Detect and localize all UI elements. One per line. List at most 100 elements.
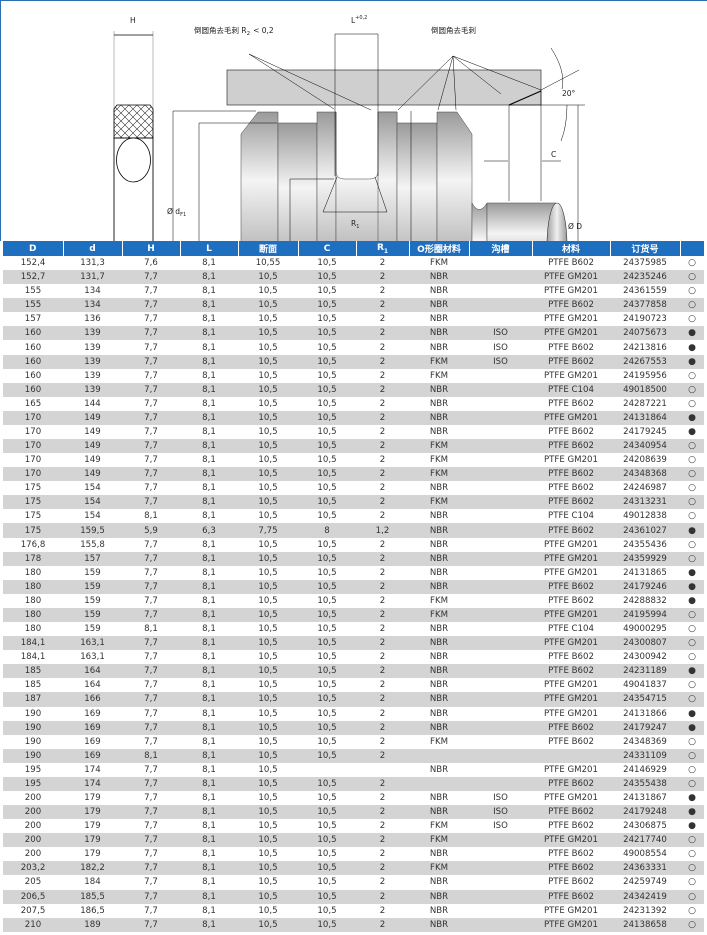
cell-oring-material: NBR [409, 664, 469, 679]
seal-ring-section [113, 31, 154, 309]
cell-l: 8,1 [180, 664, 238, 679]
cell-l: 8,1 [202, 680, 216, 691]
cell-section: 10,5 [258, 511, 278, 522]
cell-l: 8,1 [180, 720, 238, 735]
cell-d-inner: 154 [84, 483, 101, 494]
cell-material: PTFE GM201 [543, 905, 598, 916]
table-row: 185 164 7,7 8,1 10,5 10,5 2 NBR PTFE GM201 490418… [3, 678, 704, 692]
cell-order-number: 24300942 [623, 652, 667, 663]
cell-c: 10,5 [317, 258, 337, 269]
cell-r1 [356, 763, 409, 777]
cell-h: 7,7 [144, 483, 158, 494]
cell-oring-material: FKM [409, 607, 469, 623]
cell-l: 8,1 [180, 692, 238, 707]
cell-oring-material: FKM [409, 833, 469, 848]
cell-section: 10,5 [258, 539, 278, 550]
cell-l: 8,1 [202, 370, 216, 381]
cell-section: 10,5 [258, 342, 278, 353]
cell-d-inner: 182,2 [63, 861, 122, 876]
cell-h: 7,7 [144, 314, 158, 325]
filled-dot-icon: ● [688, 708, 696, 719]
cell-c: 10,5 [298, 410, 356, 425]
table-row: 200 179 7,7 8,1 10,5 10,5 2 NBR PTFE B602 4900855… [3, 847, 704, 861]
cell-groove [469, 425, 532, 439]
table-row: 190 169 8,1 8,1 10,5 10,5 2 24331109 ○ [3, 748, 704, 763]
cell-groove [469, 776, 532, 791]
cell-c: 10,5 [298, 889, 356, 904]
cell-order-number: 24259749 [623, 877, 667, 888]
cell-l: 8,1 [180, 298, 238, 313]
table-row: 160 139 7,7 8,1 10,5 10,5 2 FKM PTFE GM201 241959… [3, 369, 704, 383]
cell-l: 8,1 [180, 354, 238, 369]
cell-oring-material: NBR [429, 764, 449, 775]
cell-d-outer: 170 [3, 439, 63, 454]
open-circle-icon: ○ [688, 680, 696, 691]
cell-r1: 2 [356, 889, 409, 904]
cell-l: 8,1 [180, 495, 238, 510]
cell-material: PTFE B602 [548, 736, 594, 747]
column-header-c: C [298, 241, 357, 256]
cell-l: 8,1 [180, 326, 238, 341]
cell-section: 10,5 [258, 793, 278, 803]
cell-r1: 2 [356, 805, 409, 820]
cell-oring-material: FKM [430, 258, 448, 269]
cell-d-outer: 175 [24, 483, 42, 494]
cell-groove [469, 410, 532, 425]
table-row: 152,4 131,3 7,6 8,1 10,55 10,5 2 FKM PTFE B602 24… [3, 256, 704, 270]
cell-r1: 2 [356, 439, 409, 454]
cell-order-number: 24355438 [610, 776, 680, 791]
cell-r1: 2 [379, 877, 386, 888]
cell-section: 10,5 [238, 579, 298, 594]
cell-d-inner: 131,7 [63, 270, 122, 285]
cell-groove [469, 833, 532, 848]
filled-dot-icon: ● [688, 793, 696, 803]
cell-order-number: 49018500 [610, 382, 680, 397]
cell-oring-material: NBR [409, 523, 469, 538]
cell-oring-material: NBR [429, 286, 449, 297]
cell-order-number: 24354715 [610, 692, 680, 707]
cell-c: 10,5 [317, 483, 337, 494]
cell-d-inner: 179 [63, 805, 122, 820]
cell-r1: 2 [356, 270, 409, 285]
cell-material: PTFE GM201 [543, 764, 598, 775]
cell-order-number: 24231189 [610, 664, 680, 679]
cell-d-inner: 134 [63, 298, 122, 313]
cell-material: PTFE B602 [548, 877, 594, 888]
cell-groove [469, 917, 532, 932]
cell-r1: 2 [379, 286, 386, 297]
cell-h: 7,7 [122, 889, 180, 904]
table-row: 170 149 7,7 8,1 10,5 10,5 2 NBR PTFE B602 2417924… [3, 425, 704, 439]
cell-r1: 2 [356, 382, 409, 397]
cell-r1: 2 [356, 354, 409, 369]
cell-section: 10,5 [238, 720, 298, 735]
cell-groove [469, 551, 532, 566]
cell-c: 10,5 [298, 467, 356, 482]
cell-section: 10,5 [258, 567, 278, 578]
cell-d-inner: 179 [84, 793, 101, 803]
table-row: 190 169 7,7 8,1 10,5 10,5 2 FKM PTFE B602 2434836… [3, 735, 704, 749]
cell-d-inner: 169 [63, 748, 122, 763]
table-row: 160 139 7,7 8,1 10,5 10,5 2 FKM ISO PTFE B602 2426… [3, 354, 704, 369]
cell-order-number: 24361559 [623, 286, 667, 297]
cell-order-number: 24340954 [610, 439, 680, 454]
cell-c: 10,5 [298, 805, 356, 820]
column-header-groove: 沟槽 [469, 241, 533, 256]
label-h: H [130, 16, 136, 25]
cell-c: 10,5 [317, 849, 337, 860]
cell-order-number: 24348368 [610, 467, 680, 482]
cell-h: 7,7 [122, 607, 180, 623]
cell-d-inner: 189 [63, 917, 122, 932]
cell-section: 10,5 [258, 708, 278, 719]
open-circle-icon: ○ [680, 636, 704, 651]
cell-section: 10,5 [238, 354, 298, 369]
cell-h: 7,7 [144, 764, 158, 775]
piston-seal-drawing: H 倒圆角去毛刺 R2 < 0,2 L+0,2 倒圆角去毛刺 20° C Ø D … [0, 0, 707, 309]
cell-groove: ISO [493, 793, 508, 803]
cell-d-inner: 174 [84, 764, 101, 775]
cell-oring-material: NBR [409, 551, 469, 566]
cell-groove [469, 678, 532, 692]
cell-oring-material: NBR [429, 398, 449, 409]
label-r1: R1 [351, 219, 359, 230]
cell-oring-material: NBR [429, 849, 449, 860]
